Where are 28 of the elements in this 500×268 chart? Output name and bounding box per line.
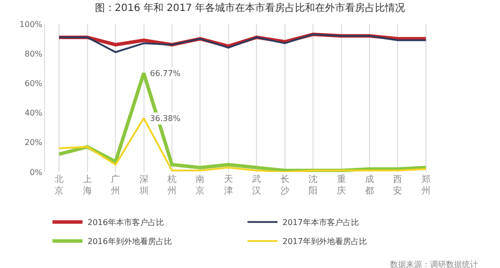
x-tick-label: 天津 <box>224 174 233 197</box>
x-tick-label: 重庆 <box>336 174 346 197</box>
y-tick-label: 100% <box>20 20 43 29</box>
y-tick-label: 40% <box>24 108 43 118</box>
y-tick-label: 60% <box>24 79 43 88</box>
x-tick-label: 北京 <box>54 174 64 197</box>
x-tick-label: 成都 <box>364 174 374 197</box>
legend-label: 2016年到外地看房占比 <box>88 237 172 246</box>
annotation: 66.77% <box>150 69 181 78</box>
x-tick-label: 沈阳 <box>308 174 318 197</box>
y-tick-label: 20% <box>24 138 43 148</box>
x-tick-label: 武汉 <box>252 174 262 197</box>
x-tick-label: 上海 <box>82 174 92 197</box>
annotation: 36.38% <box>150 114 181 123</box>
y-tick-label: 0% <box>30 168 43 177</box>
source-note: 数据来源：调研数据统计 <box>390 260 478 268</box>
x-tick-label: 南京 <box>196 174 205 197</box>
x-tick-label: 广州 <box>111 174 120 197</box>
x-tick-label: 杭州 <box>166 174 176 197</box>
y-tick-label: 80% <box>24 49 43 58</box>
x-tick-label: 深圳 <box>138 174 148 197</box>
x-tick-label: 郑州 <box>421 174 430 197</box>
chart-title: 图：2016 年和 2017 年各城市在本市看房占比和在外市看房占比情况 <box>94 2 406 14</box>
legend-label: 2016年本市客户占比 <box>88 218 164 228</box>
x-tick-label: 西安 <box>393 175 402 197</box>
legend-label: 2017年本市客户占比 <box>282 218 359 228</box>
legend-label: 2017年到外地看房占比 <box>282 237 367 246</box>
x-tick-label: 长沙 <box>280 174 290 197</box>
